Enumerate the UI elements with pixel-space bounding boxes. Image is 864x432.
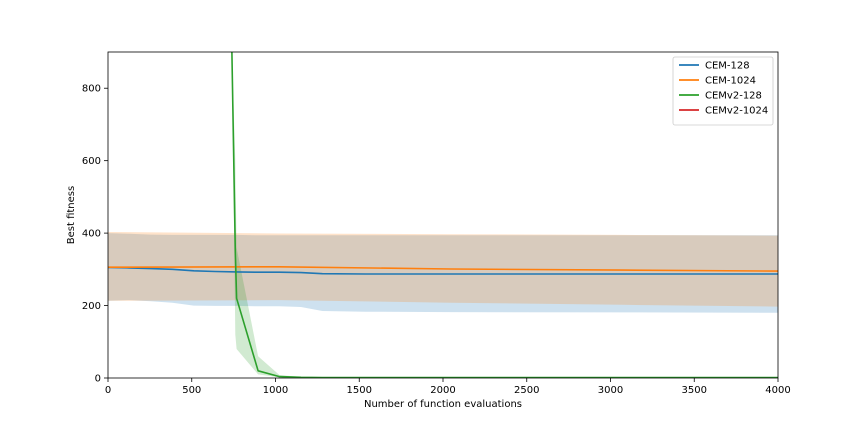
legend-label: CEMv2-128 xyxy=(705,91,762,102)
x-tick-label: 3500 xyxy=(682,385,707,396)
x-tick-label: 1000 xyxy=(263,385,288,396)
x-tick-label: 1500 xyxy=(347,385,372,396)
y-axis-label: Best fitness xyxy=(66,186,77,244)
legend: CEM-128 CEM-1024 CEMv2-128 CEMv2-1024 xyxy=(672,56,774,126)
x-tick-label: 4000 xyxy=(765,385,790,396)
legend-label: CEMv2-1024 xyxy=(705,106,768,117)
y-tick-label: 800 xyxy=(82,84,101,95)
band-cem-128 xyxy=(108,233,778,313)
y-tick-label: 600 xyxy=(82,156,101,167)
y-tick-label: 400 xyxy=(82,229,101,240)
x-axis: 0 500 1000 1500 2000 2500 3000 3500 4000 xyxy=(105,378,791,396)
line-cem-128 xyxy=(108,266,778,275)
x-tick-label: 500 xyxy=(182,385,201,396)
y-axis: 0 200 400 600 800 xyxy=(82,84,108,385)
y-tick-label: 200 xyxy=(82,301,101,312)
legend-box xyxy=(672,56,774,126)
legend-label: CEM-1024 xyxy=(705,76,756,87)
line-cem-1024 xyxy=(108,265,778,272)
x-tick-label: 2000 xyxy=(430,385,455,396)
y-tick-label: 0 xyxy=(95,374,101,385)
x-tick-label: 2500 xyxy=(514,385,539,396)
x-axis-label: Number of function evaluations xyxy=(364,399,522,410)
x-tick-label: 3000 xyxy=(598,385,623,396)
legend-label: CEM-128 xyxy=(705,61,750,72)
x-tick-label: 0 xyxy=(105,385,111,396)
